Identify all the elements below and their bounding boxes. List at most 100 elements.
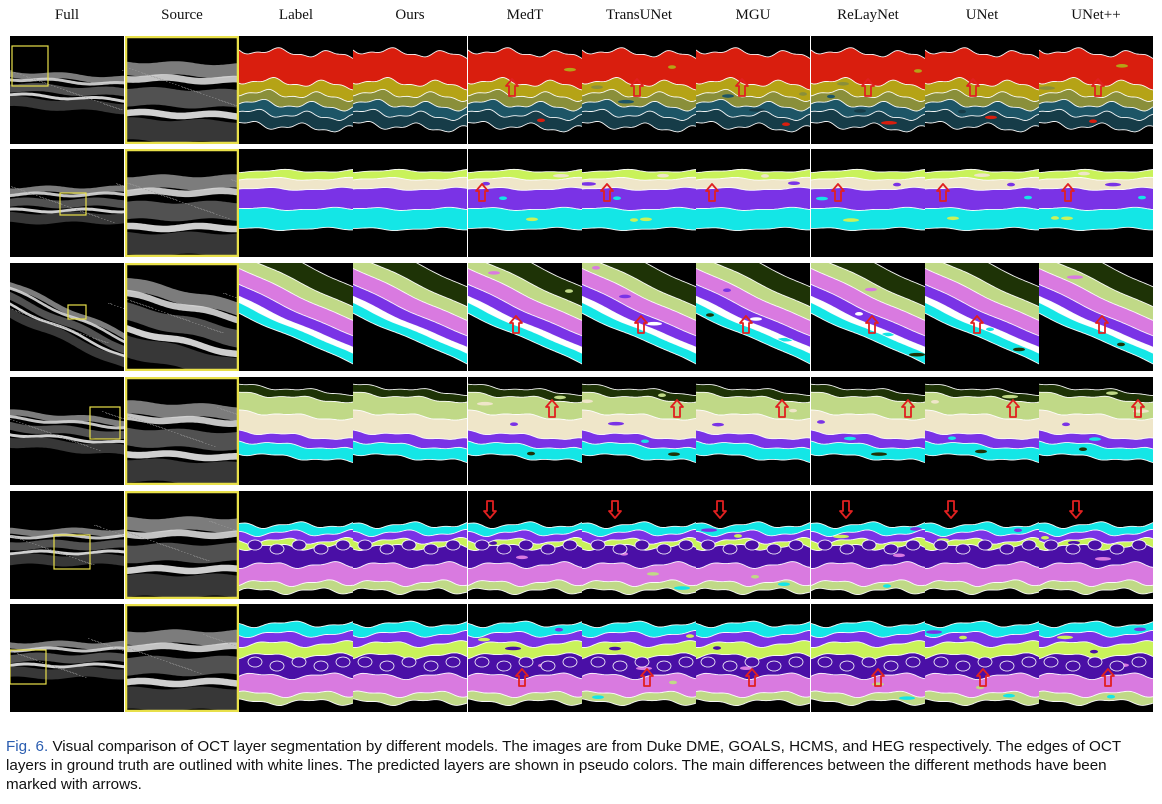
panel-canvas <box>468 491 582 599</box>
layer-boundary-line <box>468 47 582 59</box>
speckle-noise <box>172 548 174 549</box>
layer-boundary-line <box>925 168 1039 174</box>
speckle-noise <box>145 189 147 190</box>
cyst-region <box>722 543 738 555</box>
layer-boundary-line <box>1039 47 1153 59</box>
speckle-noise <box>119 649 121 650</box>
speckle-noise <box>38 80 40 81</box>
speckle-noise <box>28 425 30 426</box>
speckle-noise <box>160 194 162 195</box>
layer-boundary-line <box>1039 206 1153 211</box>
layer-boundary-line <box>925 640 1039 648</box>
layer-band <box>696 263 810 321</box>
layer-band <box>811 430 925 449</box>
layer-boundary-line <box>811 620 925 629</box>
speckle-noise <box>99 450 101 451</box>
speckle-noise <box>66 90 68 91</box>
layer-boundary-line <box>239 672 353 681</box>
cyst-region <box>612 660 628 672</box>
layer-band <box>925 529 1039 545</box>
prediction-error-blob <box>647 572 659 576</box>
layer-boundary-line <box>925 587 1039 596</box>
cyst-region <box>933 656 949 668</box>
speckle-noise <box>165 429 167 430</box>
layer-boundary-line <box>239 528 353 538</box>
speckle-noise <box>21 312 23 313</box>
speckle-noise <box>169 662 171 663</box>
layer-band <box>1039 384 1153 403</box>
panel-canvas <box>468 263 582 371</box>
speckle-noise <box>129 183 131 184</box>
speckle-noise <box>181 435 183 436</box>
panel-canvas <box>811 377 925 485</box>
speckle-noise <box>106 644 108 645</box>
speckle-noise <box>39 661 41 662</box>
layer-boundary-line <box>811 176 925 181</box>
panel-r2-relaynet <box>811 149 925 257</box>
speckle-noise <box>38 545 40 546</box>
arrow-up-icon <box>970 315 984 334</box>
speckle-noise <box>225 642 227 643</box>
speckle-noise <box>210 328 212 329</box>
speckle-noise <box>47 548 49 549</box>
layer-boundary-line <box>582 108 696 121</box>
retina-band <box>10 421 124 440</box>
layer-band <box>925 77 1039 102</box>
layer-band <box>943 263 1039 307</box>
panel-r4-source <box>125 377 239 485</box>
speckle-noise <box>110 303 112 304</box>
speckle-noise <box>206 210 208 211</box>
prediction-error-blob <box>701 528 717 532</box>
layer-band <box>239 263 353 321</box>
layer-band <box>811 621 925 638</box>
cyst-region <box>247 539 263 551</box>
speckle-noise <box>210 637 212 638</box>
layer-band <box>696 410 810 440</box>
speckle-noise <box>73 93 75 94</box>
prediction-error-blob <box>516 555 528 560</box>
layer-band <box>582 207 696 231</box>
layer-boundary-line <box>696 77 810 91</box>
layer-band <box>696 529 810 545</box>
cyst-region <box>1043 656 1059 668</box>
cyst-region <box>905 656 921 668</box>
layer-band <box>1039 621 1153 638</box>
speckle-noise <box>203 209 205 210</box>
speckle-noise <box>46 199 48 200</box>
cyst-region <box>401 656 417 668</box>
prediction-error-blob <box>1014 528 1022 533</box>
speckle-noise <box>29 426 31 427</box>
speckle-noise <box>35 428 37 429</box>
cyst-region <box>977 539 993 551</box>
cyst-region <box>1109 660 1125 672</box>
speckle-noise <box>100 527 102 528</box>
arrow-up-icon <box>735 78 749 97</box>
zoom-region-box <box>10 649 47 685</box>
speckle-noise <box>80 443 82 444</box>
layer-boundary-line <box>1039 168 1153 174</box>
prediction-error-blob <box>1061 216 1073 221</box>
layer-boundary-line <box>811 226 925 232</box>
layer-boundary-line <box>468 383 582 396</box>
speckle-noise <box>122 70 124 71</box>
column-header-medt: MedT <box>506 7 544 23</box>
speckle-noise <box>224 641 226 642</box>
speckle-noise <box>172 663 174 664</box>
speckle-noise <box>94 215 96 216</box>
prediction-error-blob <box>778 582 790 587</box>
layer-boundary-line <box>925 528 1039 538</box>
layer-boundary-line <box>468 630 582 639</box>
prediction-error-blob <box>527 451 535 456</box>
speckle-noise <box>199 92 201 93</box>
speckle-noise <box>10 419 12 420</box>
speckle-noise <box>232 412 234 413</box>
speckle-noise <box>118 108 120 109</box>
panel-canvas <box>239 263 353 371</box>
layer-boundary-line <box>811 120 925 133</box>
prediction-error-blob <box>1116 64 1128 68</box>
speckle-noise <box>139 303 141 304</box>
layer-band <box>811 302 925 364</box>
speckle-noise <box>225 293 227 294</box>
speckle-noise <box>79 675 81 676</box>
layer-band <box>925 521 1039 537</box>
